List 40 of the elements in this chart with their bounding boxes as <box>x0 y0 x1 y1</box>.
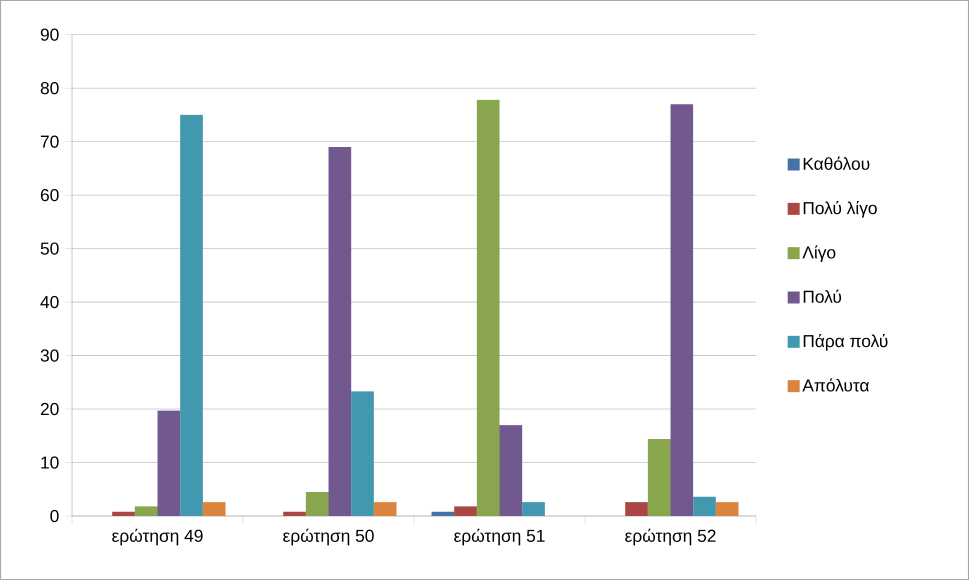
x-tick-label: ερώτηση 51 <box>454 528 545 546</box>
y-tick-label: 70 <box>40 135 59 148</box>
bar <box>351 391 374 516</box>
y-tick-label: 80 <box>40 82 59 94</box>
x-tick-label: ερώτηση 50 <box>283 528 374 546</box>
bar <box>202 502 226 516</box>
bar <box>476 100 500 516</box>
bar <box>500 425 522 516</box>
legend-label: Πολύ <box>804 290 842 303</box>
y-tick-label: 90 <box>40 28 59 41</box>
bar <box>693 496 716 516</box>
bar <box>432 512 454 516</box>
bar <box>522 502 545 516</box>
bar <box>283 512 306 516</box>
legend-label: Πάρα πολύ <box>804 334 888 351</box>
bar <box>328 146 352 516</box>
x-tick-label: ερώτηση 49 <box>112 528 203 546</box>
y-tick-label: 40 <box>40 296 59 308</box>
legend-label: Πολύ λίγο <box>804 201 877 218</box>
bar <box>306 492 329 516</box>
y-tick-label: 10 <box>41 456 59 469</box>
legend-label: Απόλυτα <box>802 378 870 392</box>
bar <box>625 502 648 516</box>
bar <box>180 114 203 516</box>
bar <box>648 438 671 516</box>
y-tick-label: 30 <box>40 349 59 362</box>
bar <box>670 104 694 516</box>
bar <box>112 512 135 516</box>
legend-label: Καθόλου <box>804 156 870 170</box>
y-tick-label: 60 <box>40 188 59 202</box>
bar <box>716 502 739 516</box>
bar <box>454 506 477 516</box>
y-tick-label: 0 <box>50 510 59 522</box>
y-tick-label: 50 <box>40 242 59 255</box>
bar <box>134 506 158 516</box>
y-tick-label: 20 <box>40 402 59 416</box>
bar <box>374 502 397 516</box>
legend-label: Λίγο <box>802 245 836 262</box>
bar <box>158 410 180 516</box>
x-tick-label: ερώτηση 52 <box>625 528 716 546</box>
